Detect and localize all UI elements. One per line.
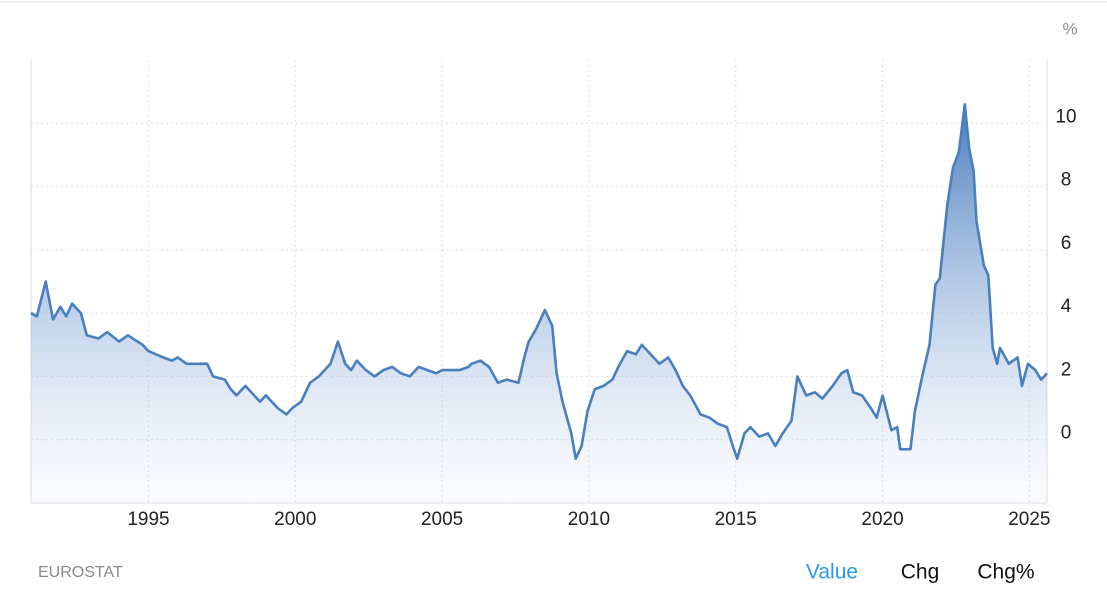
x-tick-label: 1995 — [127, 509, 169, 530]
unit-label: % — [1062, 19, 1077, 38]
x-tick-label: 2005 — [421, 509, 463, 530]
x-tick-label: 2025 — [1008, 509, 1050, 530]
x-tick-label: 2010 — [568, 509, 610, 530]
area — [31, 104, 1047, 504]
y-tick-label: 10 — [1055, 106, 1076, 127]
line — [30, 103, 1048, 460]
tab-value[interactable]: Value — [806, 561, 858, 584]
y-tick-label: 8 — [1061, 170, 1072, 191]
tab-chg[interactable]: Chg — [901, 561, 940, 584]
y-tick-label: 0 — [1061, 423, 1072, 444]
source-label: EUROSTAT — [38, 564, 123, 581]
x-tick-label: 2000 — [274, 509, 316, 530]
x-tick-label: 2015 — [715, 509, 757, 530]
y-tick-label: 4 — [1061, 296, 1072, 317]
tab-chg-pct[interactable]: Chg% — [977, 561, 1034, 584]
y-tick-label: 2 — [1061, 359, 1072, 380]
y-tick-label: 6 — [1061, 233, 1072, 254]
x-tick-label: 2020 — [861, 509, 903, 530]
